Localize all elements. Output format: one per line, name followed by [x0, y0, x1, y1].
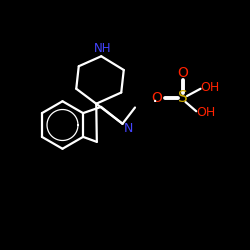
Text: OH: OH [200, 81, 220, 94]
Text: O: O [177, 66, 188, 80]
Text: N: N [123, 122, 133, 135]
Text: NH: NH [94, 42, 111, 55]
Text: ·: · [152, 93, 158, 112]
Text: S: S [178, 90, 188, 105]
Text: OH: OH [196, 106, 216, 119]
Text: O: O [152, 90, 162, 104]
